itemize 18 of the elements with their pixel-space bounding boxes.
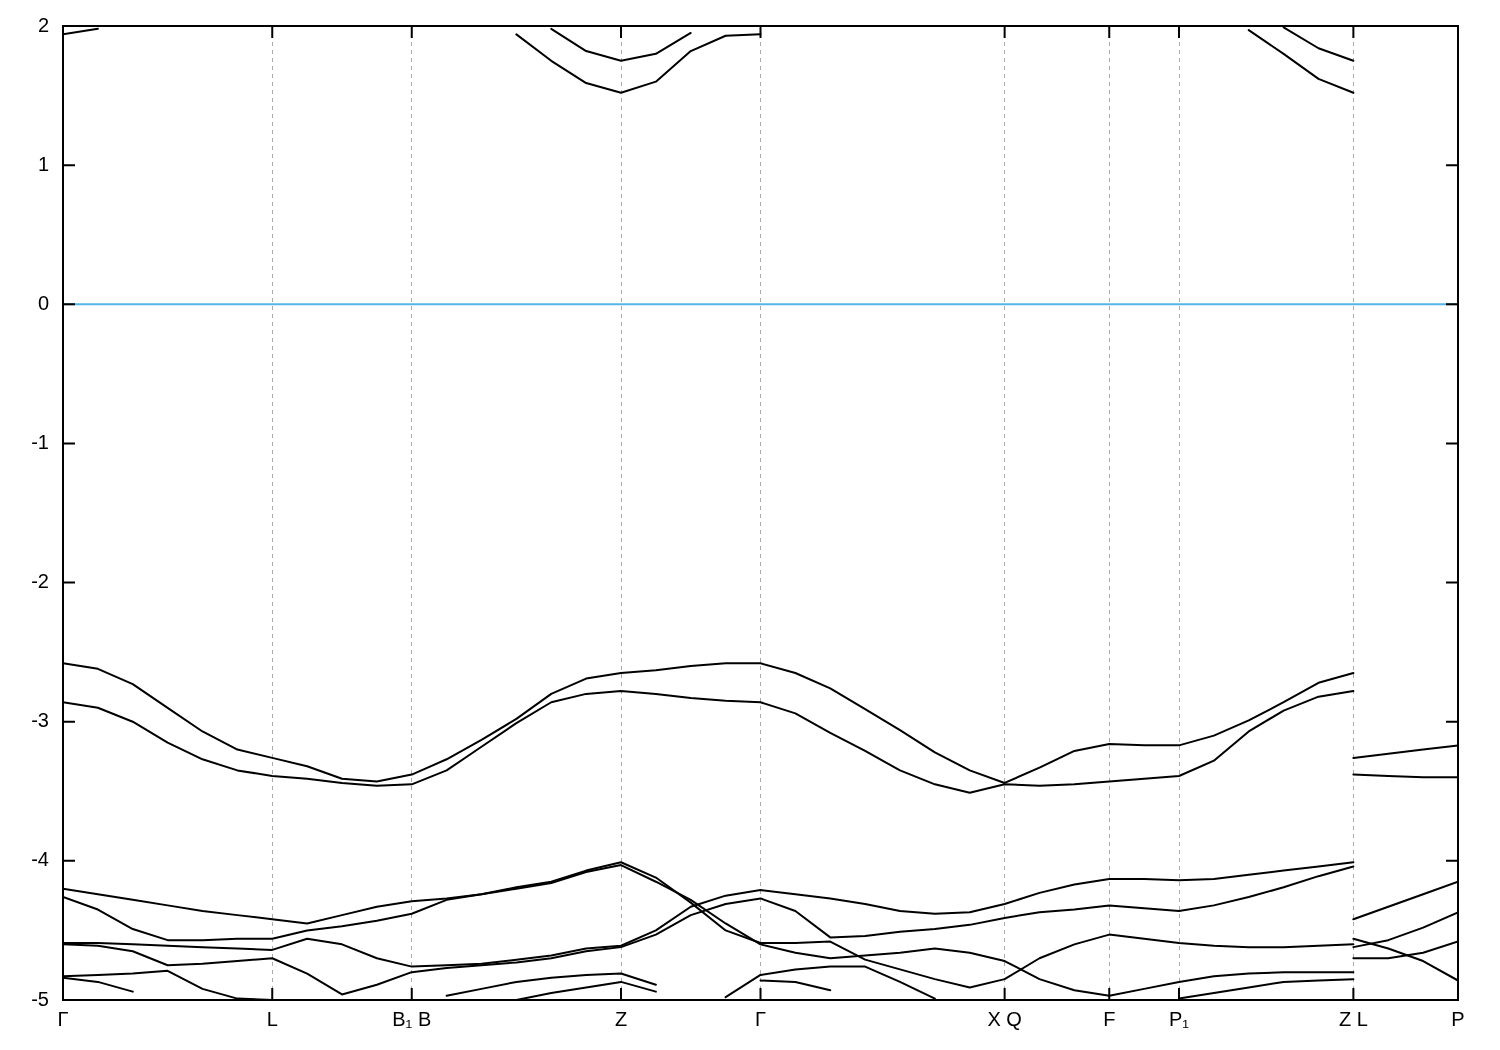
y-tick-label: -5 (31, 987, 49, 1010)
x-tick-label: B₁ B (392, 1007, 432, 1030)
x-tick-label: P₁ (1168, 1007, 1190, 1030)
x-tick-label: P (1451, 1007, 1465, 1030)
x-tick-label: F (1103, 1007, 1116, 1030)
y-tick-label: 1 (37, 152, 49, 175)
x-tick-label: Z (614, 1007, 628, 1030)
x-tick-label: X Q (987, 1007, 1022, 1030)
y-tick-label: -4 (31, 848, 49, 871)
y-tick-label: -3 (31, 709, 49, 732)
y-tick-label: 0 (37, 291, 49, 314)
x-tick-label: L (266, 1007, 278, 1030)
x-tick-label: Γ (57, 1007, 69, 1030)
x-tick-label: Γ (754, 1007, 767, 1030)
y-tick-label: 2 (37, 13, 49, 36)
y-tick-label: -2 (31, 570, 49, 593)
x-tick-label: Z L (1338, 1007, 1368, 1030)
y-tick-label: -1 (31, 430, 49, 453)
